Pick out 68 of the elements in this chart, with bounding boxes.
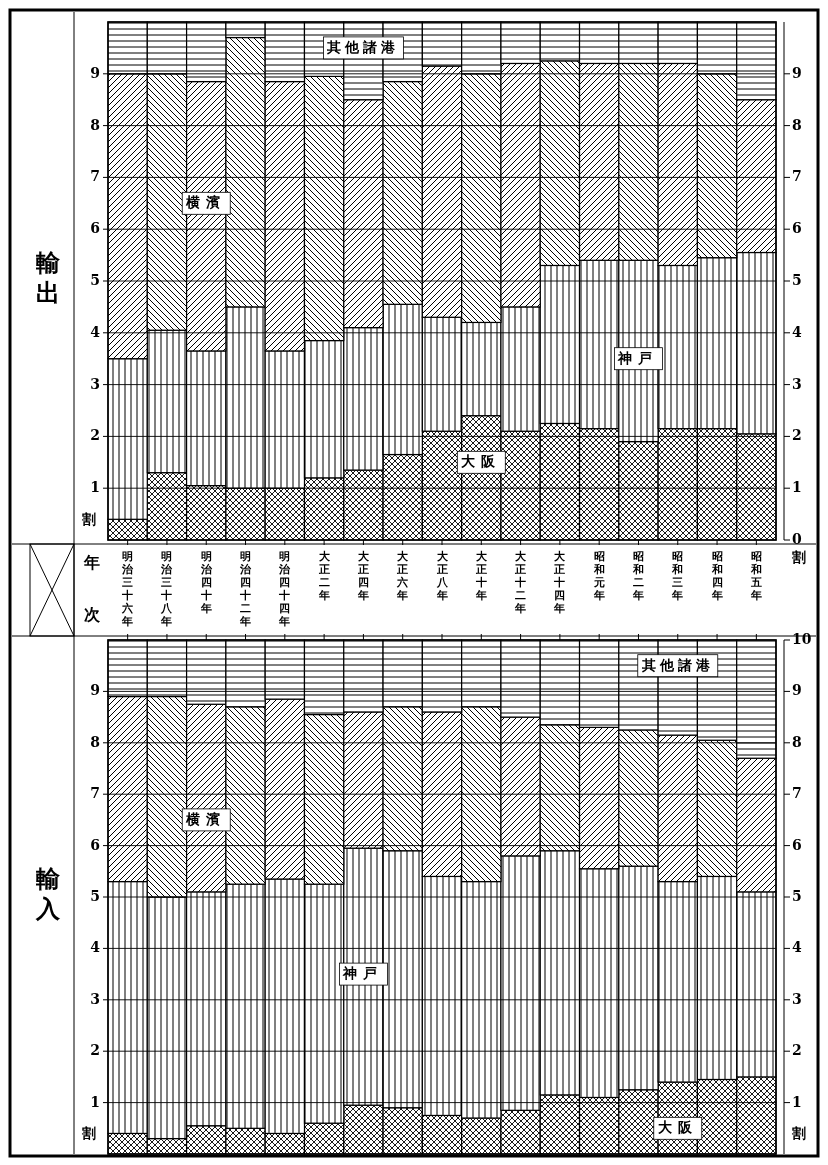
y-axis-title: 割 bbox=[81, 1125, 96, 1141]
y-tick-label: 3 bbox=[90, 990, 100, 1007]
y-tick-label: 9 bbox=[90, 682, 100, 699]
y-tick-label: 8 bbox=[90, 733, 100, 750]
y-tick-label: 1 bbox=[90, 479, 100, 496]
y2-tick-label: 5 bbox=[792, 272, 802, 288]
y2-tick-label: 9 bbox=[792, 64, 802, 81]
series-label: 横濱 bbox=[185, 810, 227, 827]
x-tick-label: 明治三十八年 bbox=[160, 550, 174, 628]
x-tick-label: 明治四十四年 bbox=[278, 550, 292, 628]
y-tick-label: 7 bbox=[90, 168, 100, 185]
y-tick-label: 2 bbox=[90, 1042, 100, 1059]
y-tick-label: 6 bbox=[90, 836, 100, 853]
y-axis-title: 割 bbox=[81, 511, 96, 527]
y2-tick-label: 6 bbox=[792, 836, 802, 853]
text: 輸出 bbox=[35, 248, 61, 307]
y2-tick-label: 8 bbox=[792, 733, 802, 750]
x-tick-label: 明治四十二年 bbox=[239, 550, 253, 628]
x-tick-label: 大正八年 bbox=[435, 550, 449, 602]
x-tick-label: 昭和五年 bbox=[749, 550, 762, 602]
x-tick-label: 明治三十六年 bbox=[121, 550, 135, 628]
x-tick-label: 明治四十年 bbox=[199, 550, 213, 615]
y-tick-label: 7 bbox=[90, 785, 100, 802]
y-tick-label: 1 bbox=[90, 1093, 100, 1110]
x-tick-label: 大正十二年 bbox=[514, 550, 528, 615]
y2-tick-label: 7 bbox=[792, 785, 802, 802]
text: 年次 bbox=[84, 553, 100, 624]
y2-tick-label: 2 bbox=[792, 1042, 802, 1059]
x-tick-label: 昭和四年 bbox=[710, 550, 723, 602]
series-label: 大阪 bbox=[657, 1119, 698, 1136]
series-label: 其他諸港 bbox=[640, 656, 714, 673]
y2-tick-label: 8 bbox=[792, 116, 802, 133]
y2-tick-label: 0 bbox=[792, 531, 802, 547]
y2-tick-label: 3 bbox=[792, 375, 802, 392]
y2-tick-label: 3 bbox=[792, 990, 802, 1007]
y-tick-label: 4 bbox=[90, 323, 101, 340]
text: 輸入 bbox=[35, 864, 61, 923]
y2-tick-label: 10 bbox=[792, 631, 812, 647]
y-tick-label: 5 bbox=[90, 272, 100, 288]
y-tick-label: 9 bbox=[90, 64, 100, 81]
x-tick-label: 大正二年 bbox=[317, 550, 331, 602]
y-tick-label: 3 bbox=[90, 375, 100, 392]
y2-tick-label: 2 bbox=[792, 427, 802, 444]
series-label: 其他諸港 bbox=[326, 38, 400, 55]
y2-tick-label: 4 bbox=[792, 323, 802, 340]
x-tick-label: 昭和元年 bbox=[592, 550, 605, 602]
y2-axis-title: 割 bbox=[791, 549, 806, 565]
x-tick-label: 大正四年 bbox=[356, 550, 370, 602]
y2-tick-label: 9 bbox=[792, 682, 802, 699]
x-tick-label: 大正十四年 bbox=[553, 550, 567, 615]
y-tick-label: 8 bbox=[90, 116, 100, 133]
y2-axis-title: 割 bbox=[791, 1125, 806, 1141]
y-tick-label: 6 bbox=[90, 220, 100, 237]
y2-tick-label: 6 bbox=[792, 220, 802, 237]
y2-tick-label: 7 bbox=[792, 168, 802, 185]
x-tick-label: 昭和二年 bbox=[631, 550, 644, 602]
x-tick-label: 大正六年 bbox=[396, 550, 410, 602]
y-tick-label: 5 bbox=[90, 888, 100, 904]
y2-tick-label: 1 bbox=[792, 479, 802, 496]
y-tick-label: 2 bbox=[90, 427, 100, 444]
y2-tick-label: 4 bbox=[792, 939, 802, 956]
x-tick-label: 大正十年 bbox=[474, 550, 488, 602]
series-label: 神戸 bbox=[617, 349, 659, 366]
y2-tick-label: 1 bbox=[792, 1093, 802, 1110]
series-label: 大阪 bbox=[461, 453, 502, 470]
x-tick-label: 昭和三年 bbox=[671, 550, 684, 602]
y2-tick-label: 5 bbox=[792, 888, 802, 904]
y-tick-label: 4 bbox=[90, 939, 101, 956]
